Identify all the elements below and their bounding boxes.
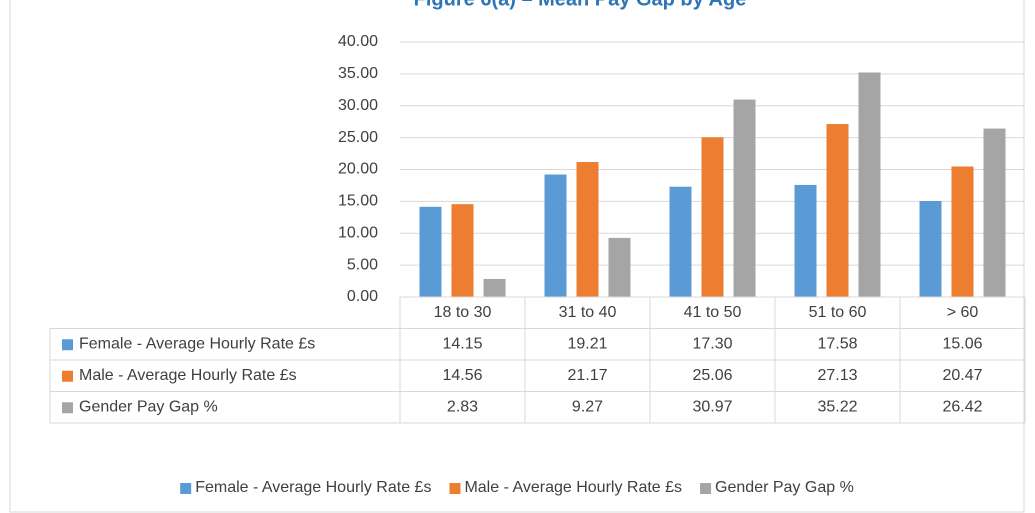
table-row-label: Gender Pay Gap % (79, 398, 218, 415)
legend-label: Gender Pay Gap % (715, 479, 854, 496)
table-cell: 35.22 (817, 398, 857, 415)
x-tick-label: > 60 (947, 304, 979, 321)
y-tick-label: 10.00 (338, 224, 378, 241)
table-cell: 17.58 (817, 335, 857, 352)
table-cell: 20.47 (942, 367, 982, 384)
bar (576, 162, 599, 297)
table-cell: 2.83 (447, 398, 478, 415)
table-cell: 14.56 (442, 367, 482, 384)
y-tick-label: 35.00 (338, 65, 378, 82)
y-tick-label: 5.00 (347, 256, 378, 273)
table-row-label: Female - Average Hourly Rate £s (79, 335, 315, 352)
x-tick-label: 41 to 50 (684, 304, 742, 321)
legend-label: Male - Average Hourly Rate £s (464, 479, 682, 496)
bar (951, 166, 974, 297)
y-tick-label: 15.00 (338, 193, 378, 210)
legend-key (180, 483, 192, 494)
table-cell: 21.17 (567, 367, 607, 384)
table-cell: 25.06 (692, 367, 732, 384)
bar (483, 278, 506, 297)
y-tick-label: 20.00 (338, 161, 378, 178)
bar (826, 124, 849, 297)
bar (608, 237, 631, 297)
bar (544, 174, 567, 297)
chart-border (9, 0, 1025, 513)
table-cell: 14.15 (442, 335, 482, 352)
table-cell: 17.30 (692, 335, 732, 352)
y-tick-label: 30.00 (338, 97, 378, 114)
table-cell: 27.13 (817, 367, 857, 384)
bar (983, 128, 1006, 297)
y-tick-label: 25.00 (338, 129, 378, 146)
bar (733, 99, 756, 297)
table-cell: 26.42 (942, 398, 982, 415)
table-cell: 30.97 (692, 398, 732, 415)
bar (794, 184, 817, 297)
bar (701, 137, 724, 297)
table-cell: 9.27 (572, 398, 603, 415)
x-tick-label: 18 to 30 (434, 304, 492, 321)
legend-key (449, 483, 461, 494)
bar (669, 186, 692, 297)
bar (419, 206, 442, 297)
table-legend-key (62, 370, 73, 382)
bar (451, 204, 474, 297)
legend-label: Female - Average Hourly Rate £s (195, 479, 431, 496)
table-row-label: Male - Average Hourly Rate £s (79, 367, 297, 384)
x-tick-label: 31 to 40 (559, 304, 617, 321)
y-tick-label: 0.00 (347, 288, 378, 305)
table-cell: 19.21 (567, 335, 607, 352)
table-cell: 15.06 (942, 335, 982, 352)
legend-key (700, 483, 712, 494)
table-legend-key (62, 402, 73, 414)
bar (919, 200, 942, 297)
chart-title: Figure 6(a) – Mean Pay Gap by Age (414, 0, 747, 10)
table-legend-key (62, 339, 73, 351)
x-tick-label: 51 to 60 (809, 304, 867, 321)
y-tick-label: 40.00 (338, 33, 378, 50)
bar (858, 72, 881, 297)
